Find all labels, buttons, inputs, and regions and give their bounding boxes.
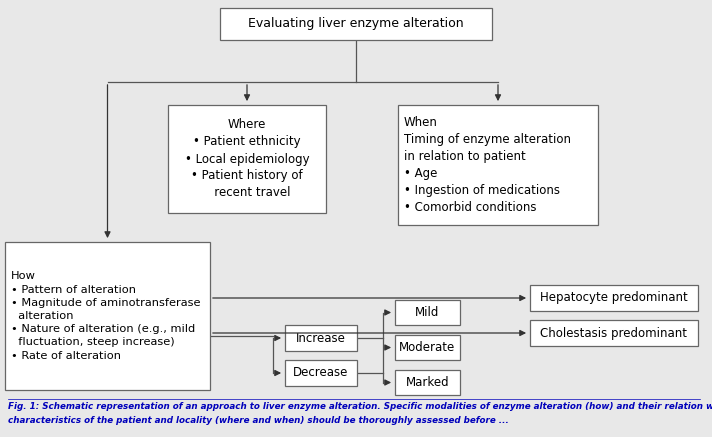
Bar xyxy=(285,360,357,386)
Bar xyxy=(220,8,492,40)
Text: Evaluating liver enzyme alteration: Evaluating liver enzyme alteration xyxy=(248,17,464,31)
Text: Decrease: Decrease xyxy=(293,367,349,379)
Text: When
Timing of enzyme alteration
in relation to patient
• Age
• Ingestion of med: When Timing of enzyme alteration in rela… xyxy=(404,116,571,214)
Bar xyxy=(285,325,357,351)
Text: Increase: Increase xyxy=(296,332,346,344)
Text: characteristics of the patient and locality (where and when) should be thoroughl: characteristics of the patient and local… xyxy=(8,416,509,425)
Bar xyxy=(395,370,460,395)
Text: Cholestasis predominant: Cholestasis predominant xyxy=(540,326,688,340)
Bar xyxy=(530,285,698,311)
Text: Hepatocyte predominant: Hepatocyte predominant xyxy=(540,291,688,305)
Bar xyxy=(398,105,598,225)
Text: How
• Pattern of alteration
• Magnitude of aminotransferase
  alteration
• Natur: How • Pattern of alteration • Magnitude … xyxy=(11,271,201,361)
Text: Moderate: Moderate xyxy=(399,341,456,354)
Text: Marked: Marked xyxy=(406,376,449,389)
Bar xyxy=(395,335,460,360)
Text: Where
• Patient ethnicity
• Local epidemiology
• Patient history of
   recent tr: Where • Patient ethnicity • Local epidem… xyxy=(184,118,309,200)
Bar xyxy=(5,242,210,390)
Bar xyxy=(168,105,326,213)
Text: Fig. 1: Schematic representation of an approach to liver enzyme alteration. Spec: Fig. 1: Schematic representation of an a… xyxy=(8,402,712,411)
Bar xyxy=(530,320,698,346)
Bar xyxy=(395,300,460,325)
Text: Mild: Mild xyxy=(415,306,440,319)
